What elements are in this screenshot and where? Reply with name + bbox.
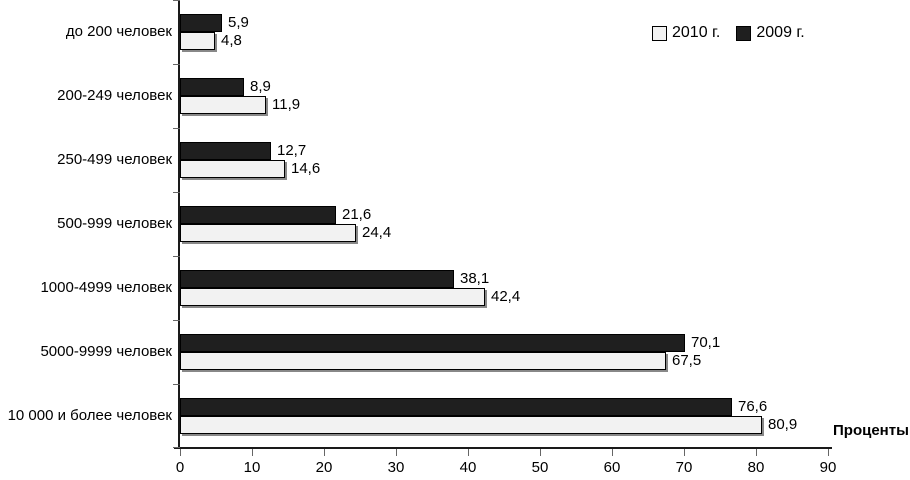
y-axis-line xyxy=(178,0,180,448)
value-label-2009: 38,1 xyxy=(460,270,490,287)
x-axis-tick-label: 70 xyxy=(675,459,693,476)
value-label-2010: 24,4 xyxy=(362,224,392,241)
value-label-2009: 5,9 xyxy=(228,14,249,31)
bar-2010 xyxy=(180,160,285,178)
bar-2010 xyxy=(180,224,356,242)
x-axis-tick xyxy=(252,449,253,456)
y-axis-tick xyxy=(173,128,180,129)
value-label-2009: 70,1 xyxy=(691,334,721,351)
x-axis-tick-label: 40 xyxy=(459,459,477,476)
bar-2010 xyxy=(180,96,266,114)
x-axis-tick-label: 30 xyxy=(387,459,405,476)
x-axis-tick xyxy=(396,449,397,456)
bar-2010 xyxy=(180,352,666,370)
legend-swatch-2009 xyxy=(736,25,752,41)
bar-2009 xyxy=(180,78,244,96)
y-axis-tick xyxy=(173,384,180,385)
bar-2010 xyxy=(180,32,215,50)
x-axis-tick-label: 50 xyxy=(531,459,549,476)
x-axis-tick-label: 20 xyxy=(315,459,333,476)
value-label-2010: 14,6 xyxy=(291,160,321,177)
x-axis-tick-label: 10 xyxy=(243,459,261,476)
y-axis-tick xyxy=(173,0,180,1)
value-label-2009: 21,6 xyxy=(342,206,372,223)
y-axis-tick xyxy=(173,192,180,193)
x-axis-tick xyxy=(180,449,181,456)
value-label-2009: 12,7 xyxy=(277,142,307,159)
legend-item-2009: 2009 г. xyxy=(736,24,805,42)
legend-label-2010: 2010 г. xyxy=(672,24,721,41)
bar-2009 xyxy=(180,334,685,352)
x-axis-tick xyxy=(324,449,325,456)
bar-2009 xyxy=(180,142,271,160)
value-label-2010: 80,9 xyxy=(768,416,798,433)
category-label: 500-999 человек xyxy=(57,215,172,232)
x-axis-tick-label: 90 xyxy=(819,459,837,476)
y-axis-tick xyxy=(173,256,180,257)
bar-2009 xyxy=(180,14,222,32)
category-label: 250-499 человек xyxy=(57,151,172,168)
x-axis-line xyxy=(174,447,832,449)
y-axis-tick xyxy=(173,64,180,65)
x-axis-tick xyxy=(828,449,829,456)
legend-item-2010: 2010 г. xyxy=(652,24,720,42)
category-label: до 200 человек xyxy=(65,23,172,40)
value-label-2010: 11,9 xyxy=(272,96,301,113)
x-axis-tick xyxy=(540,449,541,456)
value-label-2010: 42,4 xyxy=(491,288,521,305)
x-axis-title: Проценты xyxy=(833,422,909,439)
bar-2009 xyxy=(180,270,454,288)
y-axis-tick xyxy=(173,320,180,321)
y-axis-tick xyxy=(173,447,180,448)
legend-swatch-2010 xyxy=(652,25,667,41)
legend-label-2009: 2009 г. xyxy=(756,24,805,41)
value-label-2009: 8,9 xyxy=(250,78,271,95)
x-axis-tick-label: 80 xyxy=(747,459,765,476)
category-label: 5000-9999 человек xyxy=(40,343,172,360)
x-axis-tick xyxy=(612,449,613,456)
category-label: 10 000 и более человек xyxy=(7,407,172,424)
legend: 2010 г. 2009 г. xyxy=(652,24,805,42)
bar-2010 xyxy=(180,416,762,434)
x-axis-tick xyxy=(468,449,469,456)
value-label-2009: 76,6 xyxy=(738,398,768,415)
x-axis-tick xyxy=(756,449,757,456)
x-axis-tick-label: 0 xyxy=(175,459,185,476)
value-label-2010: 4,8 xyxy=(221,32,242,49)
bar-2010 xyxy=(180,288,485,306)
category-label: 1000-4999 человек xyxy=(40,279,172,296)
bar-2009 xyxy=(180,398,732,416)
category-label: 200-249 человек xyxy=(57,87,172,104)
bar-2009 xyxy=(180,206,336,224)
x-axis-tick-label: 60 xyxy=(603,459,621,476)
value-label-2010: 67,5 xyxy=(672,352,702,369)
x-axis-tick xyxy=(684,449,685,456)
